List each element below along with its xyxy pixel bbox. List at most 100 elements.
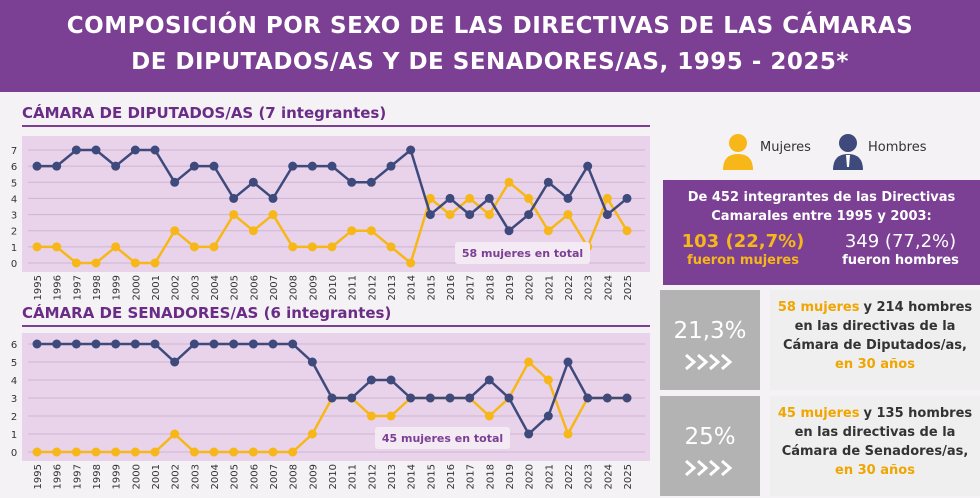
men-icon (833, 134, 863, 170)
point (465, 193, 475, 203)
point (484, 193, 494, 203)
y-tick-label: 1 (11, 430, 17, 441)
point (425, 210, 435, 220)
x-tick-label: 2023 (584, 275, 595, 300)
legend-label: Hombres (868, 140, 927, 155)
x-tick-label: 1998 (92, 464, 103, 489)
x-tick-label: 2005 (230, 464, 241, 489)
y-tick-label: 6 (11, 340, 17, 351)
y-tick-label: 1 (11, 243, 17, 254)
y-tick-label: 5 (11, 358, 17, 369)
highlight: 45 mujeres (777, 406, 860, 421)
x-tick-label: 2023 (584, 464, 595, 489)
x-tick-label: 2024 (603, 464, 614, 489)
x-tick-label: 2025 (623, 464, 634, 489)
y-tick-label: 4 (11, 376, 17, 387)
x-tick-label: 2006 (249, 464, 260, 489)
stat-text: 45 mujeres y 135 hombres en las directiva… (776, 404, 974, 461)
point (32, 161, 42, 171)
summary-box: De 452 integrantes de las Directivas Cam… (663, 180, 980, 285)
point (209, 339, 219, 349)
point (622, 393, 632, 403)
x-tick-label: 1997 (72, 464, 83, 489)
point (543, 411, 553, 421)
y-tick-label: 2 (11, 412, 17, 423)
point (543, 375, 553, 385)
point (327, 161, 337, 171)
point (524, 210, 534, 220)
point (268, 193, 278, 203)
x-tick-label: 2018 (485, 275, 496, 300)
point (189, 161, 199, 171)
point (465, 393, 475, 403)
x-tick-label: 2004 (210, 275, 221, 300)
x-tick-label: 2018 (485, 464, 496, 489)
x-tick-label: 2020 (525, 464, 536, 489)
point (406, 145, 416, 155)
stat-text-box: 58 mujeres y 214 hombres en las directiva… (770, 290, 980, 390)
header: COMPOSICIÓN POR SEXO DE LAS DIRECTIVAS D… (0, 0, 980, 92)
x-tick-label: 2011 (348, 464, 359, 489)
point (563, 429, 573, 439)
point (445, 193, 455, 203)
point (170, 429, 180, 439)
legend: Mujeres Hombres (720, 125, 960, 170)
x-tick-label: 1996 (53, 275, 64, 300)
point (445, 393, 455, 403)
y-tick-label: 6 (11, 162, 17, 173)
women-icon (723, 134, 753, 170)
point (524, 357, 534, 367)
point (229, 339, 239, 349)
point (622, 193, 632, 203)
point (602, 193, 612, 203)
x-tick-label: 2010 (328, 464, 339, 489)
point (465, 210, 475, 220)
point (563, 357, 573, 367)
point (248, 447, 258, 457)
chevrons (685, 459, 733, 477)
point (366, 226, 376, 236)
point (484, 411, 494, 421)
point (602, 210, 612, 220)
x-tick-label: 1997 (72, 275, 83, 300)
title-line: COMPOSICIÓN POR SEXO DE LAS DIRECTIVAS D… (66, 13, 914, 39)
x-tick-label: 2000 (131, 275, 142, 300)
stat-text-box: 45 mujeres y 135 hombres en las directiva… (770, 396, 980, 496)
point (288, 339, 298, 349)
point (268, 339, 278, 349)
point (602, 393, 612, 403)
point (524, 193, 534, 203)
point (91, 258, 101, 268)
x-tick-label: 2012 (367, 464, 378, 489)
point (288, 161, 298, 171)
point (406, 258, 416, 268)
point (130, 447, 140, 457)
point (307, 161, 317, 171)
point (504, 226, 514, 236)
point (170, 226, 180, 236)
x-tick-label: 2015 (426, 275, 437, 300)
point (386, 242, 396, 252)
x-tick-label: 1995 (33, 275, 44, 300)
point (248, 177, 258, 187)
point (307, 429, 317, 439)
point (347, 177, 357, 187)
text: y 135 hombres en las directivas de la Cá… (781, 406, 973, 459)
x-tick-label: 2021 (544, 464, 555, 489)
x-tick-label: 2001 (151, 275, 162, 300)
footer: en 30 años (835, 463, 915, 478)
point (288, 447, 298, 457)
point (386, 161, 396, 171)
x-tick-label: 1995 (33, 464, 44, 489)
women-value: 103 (22,7%) (681, 231, 805, 252)
y-tick-label: 0 (11, 448, 17, 459)
x-tick-label: 2010 (328, 275, 339, 300)
x-tick-label: 2001 (151, 464, 162, 489)
men-value: 349 (77,2%) (844, 231, 957, 252)
point (484, 210, 494, 220)
x-tick-label: 2004 (210, 464, 221, 489)
point (583, 393, 593, 403)
point (111, 242, 121, 252)
legend-label: Mujeres (760, 140, 811, 155)
